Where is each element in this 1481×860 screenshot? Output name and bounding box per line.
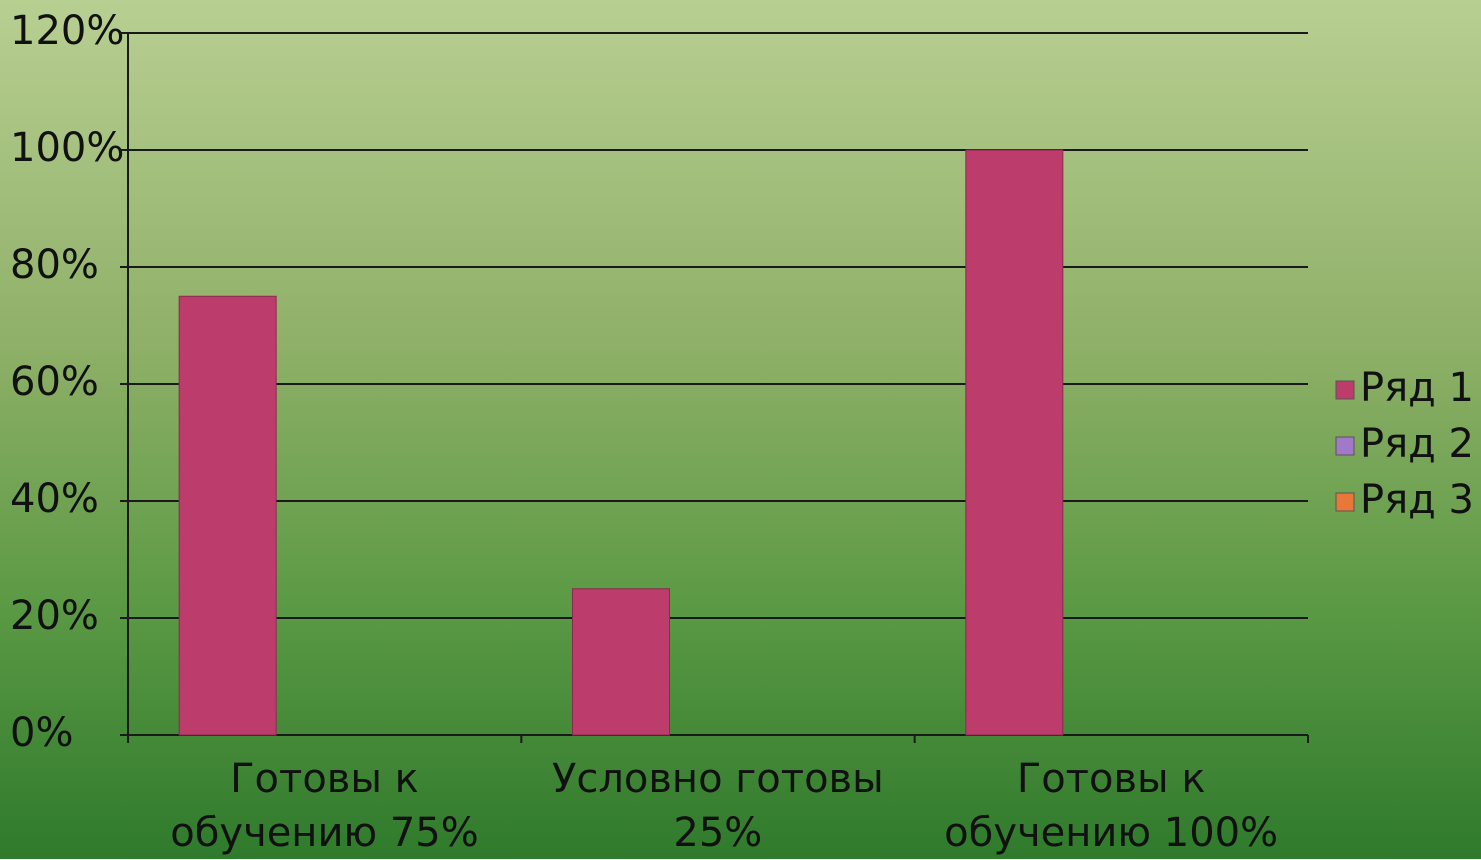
y-tick-label: 0% [10,710,73,756]
bar [966,150,1063,735]
y-tick-label: 80% [10,242,99,288]
y-tick-label: 100% [10,125,124,171]
bar [179,296,276,735]
x-tick-label: Готовы к обучению 75% [128,752,521,860]
x-tick-label: Готовы к обучению 100% [915,752,1308,860]
y-tick-label: 120% [10,8,124,54]
legend-label: Ряд 1 [1360,365,1474,411]
legend-label: Ряд 2 [1360,421,1474,467]
legend-swatch [1336,493,1354,511]
y-tick-label: 60% [10,359,99,405]
legend-label: Ряд 3 [1360,477,1474,523]
x-tick-label: Условно готовы 25% [521,752,914,860]
chart: 0% 20% 40% 60% 80% 100% 120% Ряд 1 Ряд 2 Ряд 3 [0,0,1481,859]
bar [573,589,670,735]
chart-area: 0% 20% 40% 60% 80% 100% 120% Ряд 1 Ряд 2 Ряд 3 Го… [0,0,1481,859]
legend-swatch [1336,381,1354,399]
y-tick-label: 40% [10,476,99,522]
y-tick-label: 20% [10,593,99,639]
legend-swatch [1336,437,1354,455]
